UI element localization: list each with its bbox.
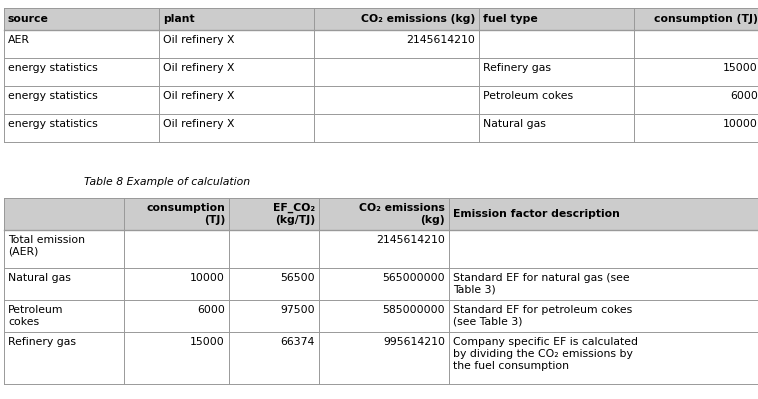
Text: Company specific EF is calculated
by dividing the CO₂ emissions by
the fuel cons: Company specific EF is calculated by div… [453,337,638,371]
Text: Refinery gas: Refinery gas [483,63,551,73]
Text: Oil refinery X: Oil refinery X [163,63,234,73]
Text: Petroleum cokes: Petroleum cokes [483,91,573,101]
Text: CO₂ emissions (kg): CO₂ emissions (kg) [361,14,475,24]
Text: Total emission
(AER): Total emission (AER) [8,235,85,257]
Text: 10000: 10000 [190,273,225,283]
Text: 6000: 6000 [197,305,225,315]
Text: source: source [8,14,49,24]
Text: energy statistics: energy statistics [8,63,98,73]
Text: Oil refinery X: Oil refinery X [163,91,234,101]
Text: 15000: 15000 [723,63,758,73]
Text: Standard EF for natural gas (see
Table 3): Standard EF for natural gas (see Table 3… [453,273,630,295]
Bar [4,198,758,230]
Bar [4,8,758,30]
Text: 2145614210: 2145614210 [376,235,445,245]
Text: 56500: 56500 [280,273,315,283]
Text: Table 8 Example of calculation: Table 8 Example of calculation [84,177,250,187]
Text: energy statistics: energy statistics [8,91,98,101]
Text: 6000: 6000 [730,91,758,101]
Text: Natural gas: Natural gas [8,273,71,283]
Text: Petroleum
cokes: Petroleum cokes [8,305,64,327]
Text: 15000: 15000 [190,337,225,347]
Text: fuel type: fuel type [483,14,537,24]
Text: 97500: 97500 [280,305,315,315]
Text: 995614210: 995614210 [383,337,445,347]
Text: 66374: 66374 [280,337,315,347]
Text: consumption (TJ): consumption (TJ) [654,14,758,24]
Text: 10000: 10000 [723,119,758,129]
Text: Refinery gas: Refinery gas [8,337,76,347]
Text: EF_CO₂
(kg/TJ): EF_CO₂ (kg/TJ) [273,203,315,225]
Text: Natural gas: Natural gas [483,119,546,129]
Text: consumption
(TJ): consumption (TJ) [146,203,225,225]
Text: 585000000: 585000000 [382,305,445,315]
Text: 2145614210: 2145614210 [406,35,475,45]
Text: Standard EF for petroleum cokes
(see Table 3): Standard EF for petroleum cokes (see Tab… [453,305,632,327]
Text: energy statistics: energy statistics [8,119,98,129]
Text: AER: AER [8,35,30,45]
Text: Oil refinery X: Oil refinery X [163,119,234,129]
Text: Oil refinery X: Oil refinery X [163,35,234,45]
Text: plant: plant [163,14,195,24]
Text: Emission factor description: Emission factor description [453,209,620,219]
Text: CO₂ emissions
(kg): CO₂ emissions (kg) [359,203,445,225]
Text: 565000000: 565000000 [382,273,445,283]
